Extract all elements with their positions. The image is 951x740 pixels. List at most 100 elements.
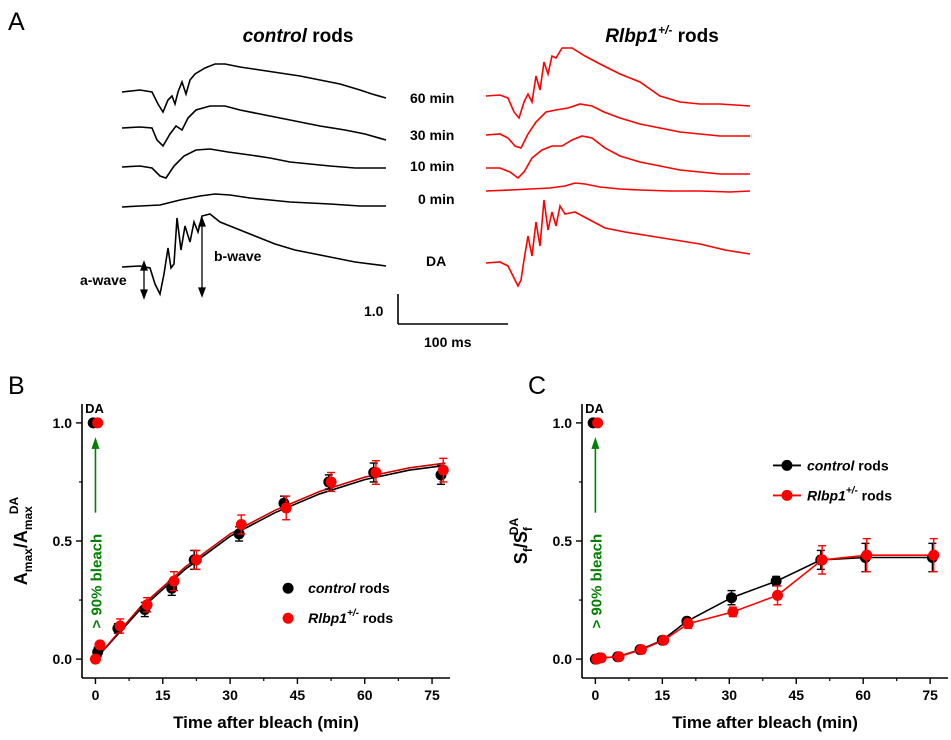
rlbp-trace-10min xyxy=(486,135,750,180)
chart-b-legend-marker-rlbp xyxy=(282,612,294,624)
b-wave-label: b-wave xyxy=(214,248,262,264)
chart-c-point-rlbp xyxy=(658,634,670,646)
control-trace-60min xyxy=(121,63,387,114)
chart-b-fit-line xyxy=(94,464,446,660)
time-label-30min: 30 min xyxy=(410,127,454,143)
rlbp-title-sup: +/- xyxy=(658,23,672,37)
scale-bar-amp-label: 1.0 xyxy=(364,303,384,319)
chart-b: 0 15 30 45 60 75 0.0 0.5 1.0 Time after bleach (m… xyxy=(7,401,450,732)
rlbp-trace-60min xyxy=(485,47,751,120)
chart-b-y-axis-label: Amax/AmaxDA xyxy=(7,496,35,585)
chart-b-point-rlbp xyxy=(437,464,449,476)
time-label-60min: 60 min xyxy=(410,90,454,106)
chart-c-legend-rest: rods xyxy=(858,487,892,503)
chart-b-point-rlbp xyxy=(89,653,101,665)
chart-b-x-tick-label: 30 xyxy=(222,687,238,703)
chart-b-legend-rest: rods xyxy=(359,610,393,626)
chart-b-point-rlbp xyxy=(92,417,104,429)
chart-c-point-rlbp xyxy=(727,606,739,618)
time-label-da: DA xyxy=(426,253,446,269)
chart-c-legend-marker-control xyxy=(781,459,793,471)
chart-c-point-rlbp xyxy=(595,652,607,664)
chart-c-x-axis-label: Time after bleach (min) xyxy=(672,713,858,732)
chart-c-x-tick-label: 30 xyxy=(722,687,738,703)
chart-c-y-tick-label: 0.5 xyxy=(553,533,573,549)
rlbp-title-italic: Rlbp1 xyxy=(605,26,658,47)
chart-b-y-axis-label-part: DA xyxy=(7,496,21,514)
b-wave-arrowhead-top xyxy=(198,216,206,227)
chart-b-legend-label-control: control rods xyxy=(308,580,390,596)
control-title-italic: control xyxy=(243,26,308,47)
chart-b-point-rlbp xyxy=(235,518,247,530)
chart-c-point-control xyxy=(726,592,738,604)
rlbp-trace-0min xyxy=(485,182,751,193)
chart-b-x-tick-label: 15 xyxy=(155,687,171,703)
chart-b-x-tick-label: 75 xyxy=(424,687,440,703)
chart-c-bleach-note: > 90% bleach xyxy=(588,534,605,629)
panel-c-label: C xyxy=(528,372,546,400)
chart-b-x-tick-label: 45 xyxy=(290,687,306,703)
chart-c-line-control xyxy=(595,556,933,660)
chart-c-legend-italic: control xyxy=(807,457,856,473)
wave-markers xyxy=(140,216,206,300)
chart-c-y-axis-label-part: f xyxy=(521,547,535,552)
control-trace-10min xyxy=(121,148,386,179)
chart-b-y-tick-label: 1.0 xyxy=(53,415,73,431)
chart-b-legend-rest: rods xyxy=(356,580,390,596)
scale-bar-time-label: 100 ms xyxy=(424,334,472,350)
chart-b-legend-marker-control xyxy=(282,582,294,594)
chart-c-bleach-arrowhead xyxy=(591,437,600,449)
chart-b-y-axis-label-part: max xyxy=(21,506,35,530)
chart-c-y-tick-label: 1.0 xyxy=(553,415,573,431)
chart-c-x-tick-label: 75 xyxy=(922,687,938,703)
chart-b-x-tick-label: 0 xyxy=(92,687,100,703)
chart-c-y-axis-label-part: S xyxy=(511,531,531,543)
chart-b-point-rlbp xyxy=(280,502,292,514)
chart-c-point-control xyxy=(770,575,782,587)
chart-c-point-rlbp xyxy=(682,618,694,630)
a-wave-arrowhead-bottom xyxy=(140,289,148,300)
time-label-0min: 0 min xyxy=(418,191,455,207)
chart-c-legend-marker-rlbp xyxy=(781,489,793,501)
b-wave-arrowhead-bottom xyxy=(198,287,206,298)
chart-c-legend-label-rlbp: Rlbp1+/- rods xyxy=(807,485,892,503)
chart-c-legend-sup: +/- xyxy=(846,485,859,496)
chart-c-point-rlbp xyxy=(635,644,647,656)
a-wave-label: a-wave xyxy=(80,272,127,288)
chart-b-y-axis-label-part: A xyxy=(11,530,31,543)
rlbp-title: Rlbp1+/- rods xyxy=(605,23,719,47)
rlbp-trace-da xyxy=(485,199,751,288)
chart-b-legend-label-rlbp: Rlbp1+/- rods xyxy=(308,608,393,626)
chart-b-point-rlbp xyxy=(370,467,382,478)
chart-c-point-rlbp xyxy=(771,589,783,601)
chart-b-point-rlbp xyxy=(168,575,180,587)
rlbp-title-rest: rods xyxy=(672,26,718,47)
chart-c-legend-italic: Rlbp1 xyxy=(807,487,846,503)
control-trace-0min xyxy=(121,193,386,208)
chart-c-da-point xyxy=(592,417,604,429)
time-label-10min: 10 min xyxy=(410,158,454,174)
chart-c-x-tick-label: 45 xyxy=(788,687,804,703)
panel-a-label: A xyxy=(8,8,25,36)
chart-b-point-rlbp xyxy=(141,599,153,611)
chart-b-point-rlbp xyxy=(114,620,126,632)
control-trace-da xyxy=(121,213,387,297)
control-traces xyxy=(121,63,387,297)
chart-c-x-tick-label: 15 xyxy=(655,687,671,703)
chart-c-x-tick-label: 60 xyxy=(855,687,871,703)
chart-c-da-tag: DA xyxy=(585,401,604,416)
chart-c-y-axis-label: Sf/SfDA xyxy=(507,517,535,564)
chart-b-bleach-note: > 90% bleach xyxy=(88,534,105,629)
rlbp-traces xyxy=(485,47,751,288)
panel-b-label: B xyxy=(8,372,25,400)
chart-c-legend-label-control: control rods xyxy=(807,457,889,473)
chart-c-point-rlbp xyxy=(816,554,828,566)
chart-c-legend-rest: rods xyxy=(854,457,888,473)
chart-c-y-axis-label-part: f xyxy=(521,526,535,531)
chart-c-point-rlbp xyxy=(928,549,940,561)
chart-b-legend-italic: Rlbp1 xyxy=(308,610,347,626)
chart-b-y-tick-label: 0.5 xyxy=(53,533,73,549)
chart-c-point-rlbp xyxy=(861,549,873,561)
chart-b-point-rlbp xyxy=(94,639,106,651)
